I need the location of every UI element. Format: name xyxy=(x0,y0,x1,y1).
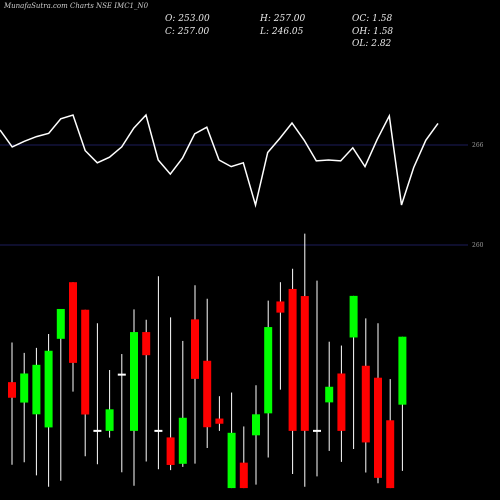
candle-body xyxy=(44,350,53,428)
candle-body xyxy=(130,332,138,431)
oc-value: OC: 1.58 xyxy=(352,14,393,24)
ol-value: OL: 2.82 xyxy=(352,39,392,49)
candle-body xyxy=(178,417,187,464)
candle-body xyxy=(361,365,370,443)
candle-body xyxy=(227,432,236,489)
open-value: O: 253.00 xyxy=(165,14,210,24)
candle-body xyxy=(239,462,248,489)
candle-body xyxy=(81,309,90,415)
candle-body xyxy=(386,420,395,489)
chart-source: Charts NSE IMC1_N0 xyxy=(70,2,149,10)
oh-value: OH: 1.58 xyxy=(352,27,394,37)
candle-body xyxy=(105,409,114,431)
candle-body xyxy=(154,429,163,432)
candle-body xyxy=(93,429,102,432)
candle-body xyxy=(313,429,321,432)
candle-body xyxy=(117,373,126,376)
candles-group xyxy=(8,233,407,489)
candle-body xyxy=(8,382,16,398)
candle-body xyxy=(300,296,309,431)
reference-level-label-upper: 266 xyxy=(472,142,484,149)
candle-body xyxy=(191,319,199,379)
candle-body xyxy=(288,288,297,431)
candle-body xyxy=(215,418,224,424)
candle-body xyxy=(166,437,175,465)
candle-body xyxy=(142,332,151,356)
candle-body xyxy=(276,301,285,313)
candle-body xyxy=(56,308,65,339)
candle-body xyxy=(349,295,358,338)
candle-body xyxy=(20,373,29,403)
high-value: H: 257.00 xyxy=(260,14,306,24)
candle-body xyxy=(252,414,260,436)
brand-name: MunafaSutra.com xyxy=(4,2,68,10)
candle-body xyxy=(398,336,407,405)
low-value: L: 246.05 xyxy=(260,27,304,37)
candle-body xyxy=(32,364,41,415)
candle-body xyxy=(69,282,77,363)
candle-body xyxy=(203,360,212,428)
reference-level-label-lower: 260 xyxy=(472,242,484,249)
candle-body xyxy=(264,327,273,414)
source-watermark: MunafaSutra.com Charts NSE IMC1_N0 xyxy=(4,2,148,10)
candle-body xyxy=(337,373,346,431)
ohlc-line-series xyxy=(0,113,439,208)
close-value: C: 257.00 xyxy=(165,27,210,37)
candle-body xyxy=(374,377,382,478)
candle-body xyxy=(325,386,334,403)
